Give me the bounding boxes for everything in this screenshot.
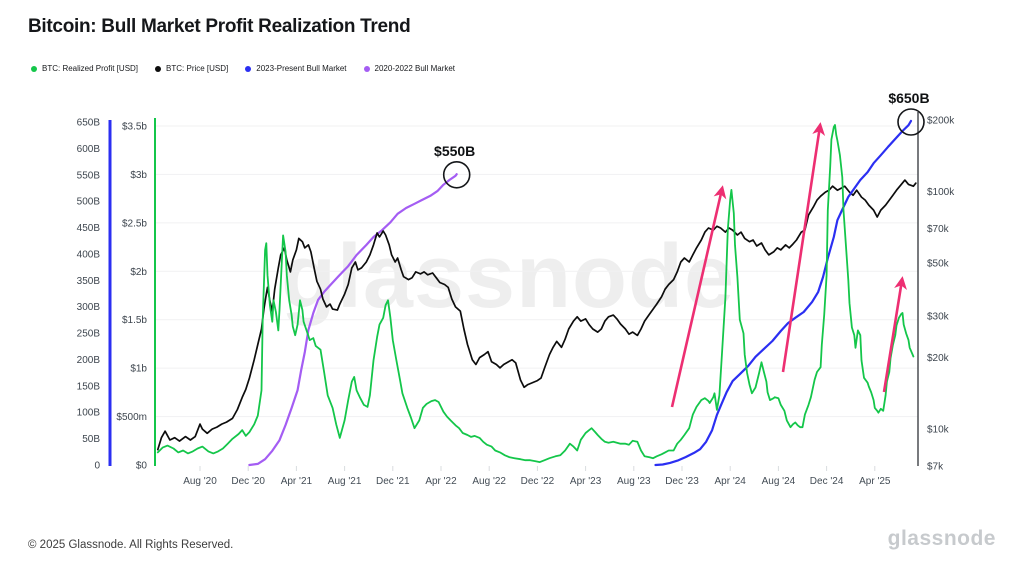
legend-dot-icon	[31, 65, 37, 72]
axis-tick-label: Apr '23	[570, 476, 602, 487]
glassnode-watermark: glassnode	[281, 232, 735, 322]
axis-tick-label: 0	[94, 461, 100, 472]
callout-label: $650B	[888, 90, 929, 106]
axis-tick-label: $50k	[927, 259, 950, 270]
axis-tick-label: $200k	[927, 116, 955, 127]
axis-tick-label: 350B	[77, 276, 101, 287]
axis-tick-label: 150B	[77, 381, 101, 392]
page-title: Bitcoin: Bull Market Profit Realization …	[28, 16, 411, 37]
legend-item-label: 2023-Present Bull Market	[256, 64, 347, 73]
2020-2022-bull-market-line	[248, 173, 458, 467]
axis-tick-label: Apr '25	[859, 476, 891, 487]
axis-tick-label: 300B	[77, 302, 101, 313]
axis-tick-label: 550B	[77, 170, 101, 181]
legend: BTC: Realized Profit [USD] BTC: Price [US…	[31, 64, 455, 73]
legend-dot-icon	[363, 65, 370, 72]
axis-tick-label: 100B	[77, 408, 101, 419]
axis-tick-label: 50B	[82, 434, 100, 445]
axis-tick-label: $7k	[927, 461, 944, 472]
legend-item-label: BTC: Price [USD]	[166, 64, 229, 73]
axis-tick-label: Dec '23	[665, 476, 699, 487]
axis-tick-label: $3.5b	[122, 122, 147, 133]
axis-tick-label: Aug '24	[762, 476, 796, 487]
axis-tick-label: 250B	[77, 329, 101, 340]
axis-tick-label: Apr '21	[281, 476, 313, 487]
chart-plot-area[interactable]	[155, 110, 918, 466]
legend-item-label: BTC: Realized Profit [USD]	[42, 64, 139, 73]
axis-tick-label: $2.5b	[122, 218, 147, 229]
callout-label: $550B	[434, 143, 475, 159]
axis-tick-label: Apr '22	[425, 476, 457, 487]
axis-tick-label: 200B	[77, 355, 101, 366]
legend-dot-icon	[245, 65, 252, 72]
axis-tick-label: Apr '24	[715, 476, 747, 487]
axis-tick-label: $500m	[116, 412, 147, 423]
axis-tick-label: 450B	[77, 223, 101, 234]
trend-arrow	[670, 185, 727, 408]
axis-tick-label: $1b	[130, 364, 147, 375]
axis-tick-label: $3b	[130, 170, 147, 181]
axis-tick-label: $30k	[927, 311, 950, 322]
trend-arrow	[781, 122, 826, 373]
trend-arrow	[882, 276, 907, 393]
axis-tick-label: Dec '21	[376, 476, 410, 487]
axis-tick-label: Aug '22	[472, 476, 506, 487]
callout-circle	[897, 108, 925, 136]
axis-tick-label: 600B	[77, 144, 101, 155]
axis-tick-label: Dec '24	[810, 476, 844, 487]
axis-tick-label: $10k	[927, 425, 950, 436]
axis-tick-label: Dec '20	[231, 476, 265, 487]
axis-tick-label: 500B	[77, 197, 101, 208]
axis-tick-label: $2b	[130, 267, 147, 278]
legend-item[interactable]: BTC: Price [USD]	[155, 64, 228, 73]
axis-tick-label: Aug '23	[617, 476, 651, 487]
legend-item[interactable]: 2020-2022 Bull Market	[363, 64, 456, 73]
legend-item[interactable]: BTC: Realized Profit [USD]	[31, 64, 138, 73]
axis-tick-label: Aug '21	[328, 476, 362, 487]
btc-realized-profit-usd-line	[156, 124, 915, 464]
axis-tick-label: 650B	[77, 118, 101, 129]
axis-tick-label: Dec '22	[521, 476, 555, 487]
legend-item-label: 2020-2022 Bull Market	[374, 64, 456, 73]
legend-item[interactable]: 2023-Present Bull Market	[245, 64, 347, 73]
axis-tick-label: $100k	[927, 187, 955, 198]
axis-tick-label: 400B	[77, 249, 101, 260]
axis-tick-label: $20k	[927, 353, 950, 364]
axis-tick-label: Aug '20	[183, 476, 217, 487]
axis-tick-label: $70k	[927, 224, 950, 235]
glassnode-logo: glassnode	[887, 527, 996, 550]
callout-circle	[442, 161, 471, 189]
footer-copyright: © 2025 Glassnode. All Rights Reserved.	[28, 539, 234, 551]
axis-tick-label: $1.5b	[122, 315, 147, 326]
axis-tick-label: $0	[136, 461, 148, 472]
legend-dot-icon	[155, 65, 162, 72]
